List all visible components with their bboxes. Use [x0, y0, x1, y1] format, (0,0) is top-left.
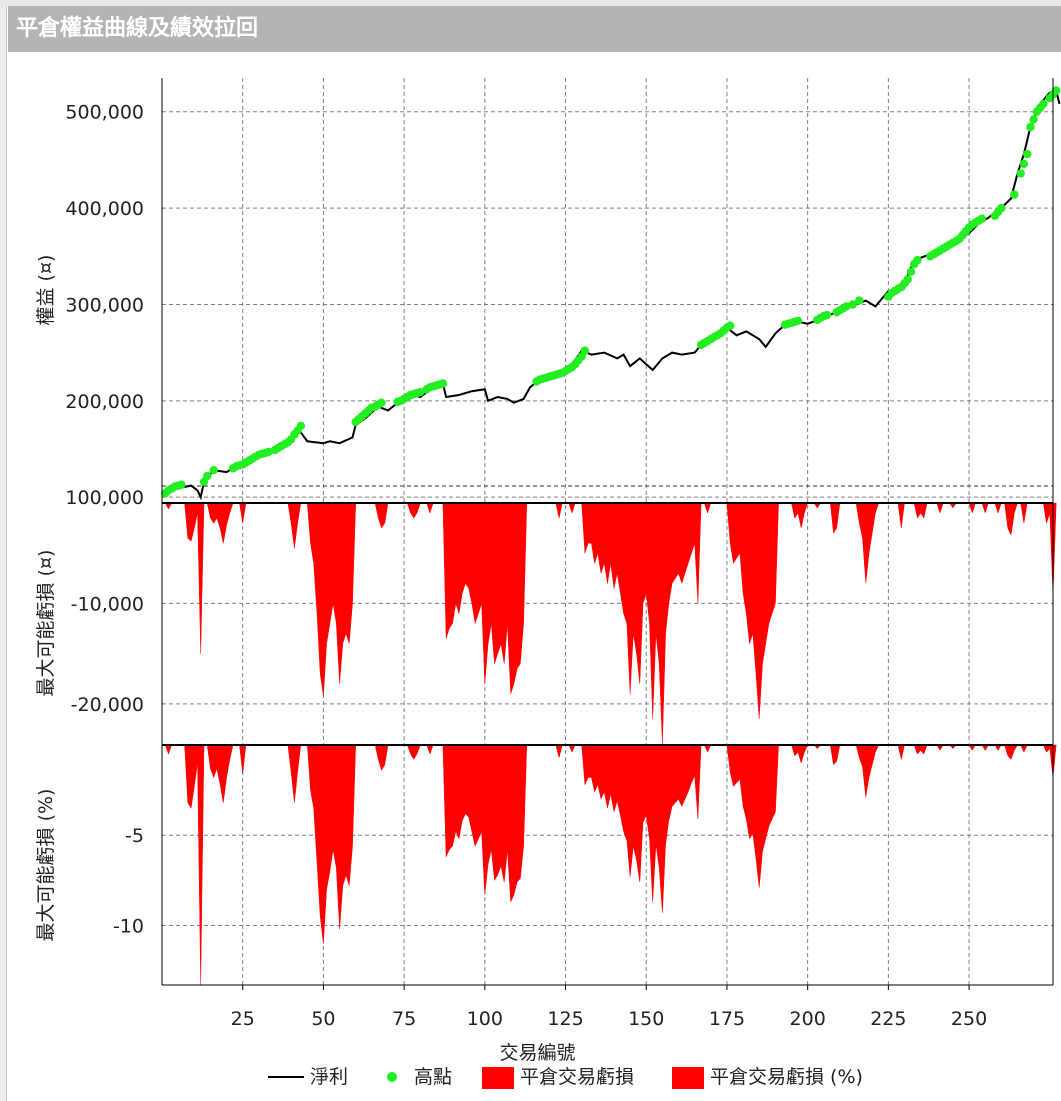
x-tick-label: 200 [790, 1008, 826, 1030]
high-point-marker [726, 321, 735, 330]
high-point-marker [438, 379, 448, 388]
drawdown-pct-panel [164, 744, 1057, 986]
high-point-marker [1026, 122, 1035, 132]
window-top-border [0, 0, 1061, 6]
high-point-marker [903, 275, 912, 284]
x-tick-label: 250 [951, 1008, 987, 1030]
x-tick-label: 225 [870, 1008, 906, 1030]
x-axis-label: 交易編號 [499, 1042, 575, 1064]
y-axis-label: 最大可能虧損 (¤) [35, 550, 57, 697]
high-point-marker [1019, 159, 1029, 168]
high-point-marker [822, 310, 832, 320]
chart-title: 平倉權益曲線及績效拉回 [8, 6, 1061, 52]
high-point-marker [977, 214, 987, 223]
y-tick-label: 100,000 [65, 487, 144, 509]
drawdown-abs-panel [164, 502, 1057, 745]
high-point-marker [842, 302, 851, 311]
x-tick-label: 25 [231, 1008, 255, 1030]
high-point-marker [1052, 86, 1061, 95]
x-tick-label: 150 [628, 1008, 664, 1030]
y-tick-label: 300,000 [65, 294, 144, 316]
y-axis-label: 權益 (¤) [35, 255, 57, 326]
x-tick-label: 50 [311, 1008, 335, 1030]
high-point-marker [913, 255, 922, 265]
high-point-marker [1016, 169, 1025, 178]
high-point-marker [177, 480, 186, 489]
y-tick-label: -20,000 [71, 694, 144, 716]
equity-panel [161, 86, 1061, 501]
legend-swatch-drawdown [482, 1067, 514, 1089]
drawdown-pct-area [164, 744, 1057, 986]
x-tick-label: 175 [709, 1008, 745, 1030]
window-left-border [0, 6, 7, 1101]
x-tick-label: 75 [392, 1008, 416, 1030]
high-point-marker [296, 421, 305, 431]
high-point-marker [848, 300, 857, 309]
y-tick-label: -10 [113, 915, 144, 937]
legend-label: 淨利 [310, 1066, 348, 1088]
high-point-marker [416, 387, 425, 397]
legend-label: 平倉交易虧損 [520, 1066, 634, 1088]
high-point-marker [264, 447, 273, 457]
high-point-marker [906, 267, 916, 276]
high-point-marker [1022, 149, 1032, 159]
legend: 淨利 高點 平倉交易虧損 平倉交易虧損 (%) [268, 1066, 863, 1089]
high-point-marker [855, 296, 864, 305]
legend-swatch-drawdown [672, 1067, 704, 1089]
x-tick-label: 125 [547, 1008, 583, 1030]
high-point-marker [209, 466, 218, 475]
labels-layer: 25 50 75 100 125 150 175 200 225 250 交易編號 100,000 20… [35, 102, 987, 1064]
grid-layer [162, 78, 1053, 985]
y-tick-label: 500,000 [65, 102, 144, 124]
high-point-marker [203, 471, 212, 481]
high-point-marker [580, 346, 590, 355]
y-tick-label: 200,000 [65, 391, 144, 413]
high-point-marker [997, 203, 1006, 213]
high-point-marker [1010, 190, 1019, 199]
net-profit-line [164, 89, 1061, 501]
x-tick-label: 100 [467, 1008, 503, 1030]
high-point-marker [1039, 99, 1048, 109]
y-tick-label: -5 [125, 825, 144, 847]
legend-swatch-high [387, 1072, 397, 1082]
drawdown-abs-area [164, 502, 1057, 745]
y-tick-label: -10,000 [71, 593, 144, 615]
y-tick-label: 400,000 [65, 198, 144, 220]
y-axis-label: 最大可能虧損 (%) [35, 789, 57, 942]
high-point-marker [1029, 115, 1038, 124]
high-point-marker [377, 398, 386, 407]
legend-label: 平倉交易虧損 (%) [710, 1066, 863, 1088]
axes-layer [161, 78, 1054, 990]
high-point-marker [793, 316, 803, 325]
legend-label: 高點 [414, 1066, 452, 1088]
